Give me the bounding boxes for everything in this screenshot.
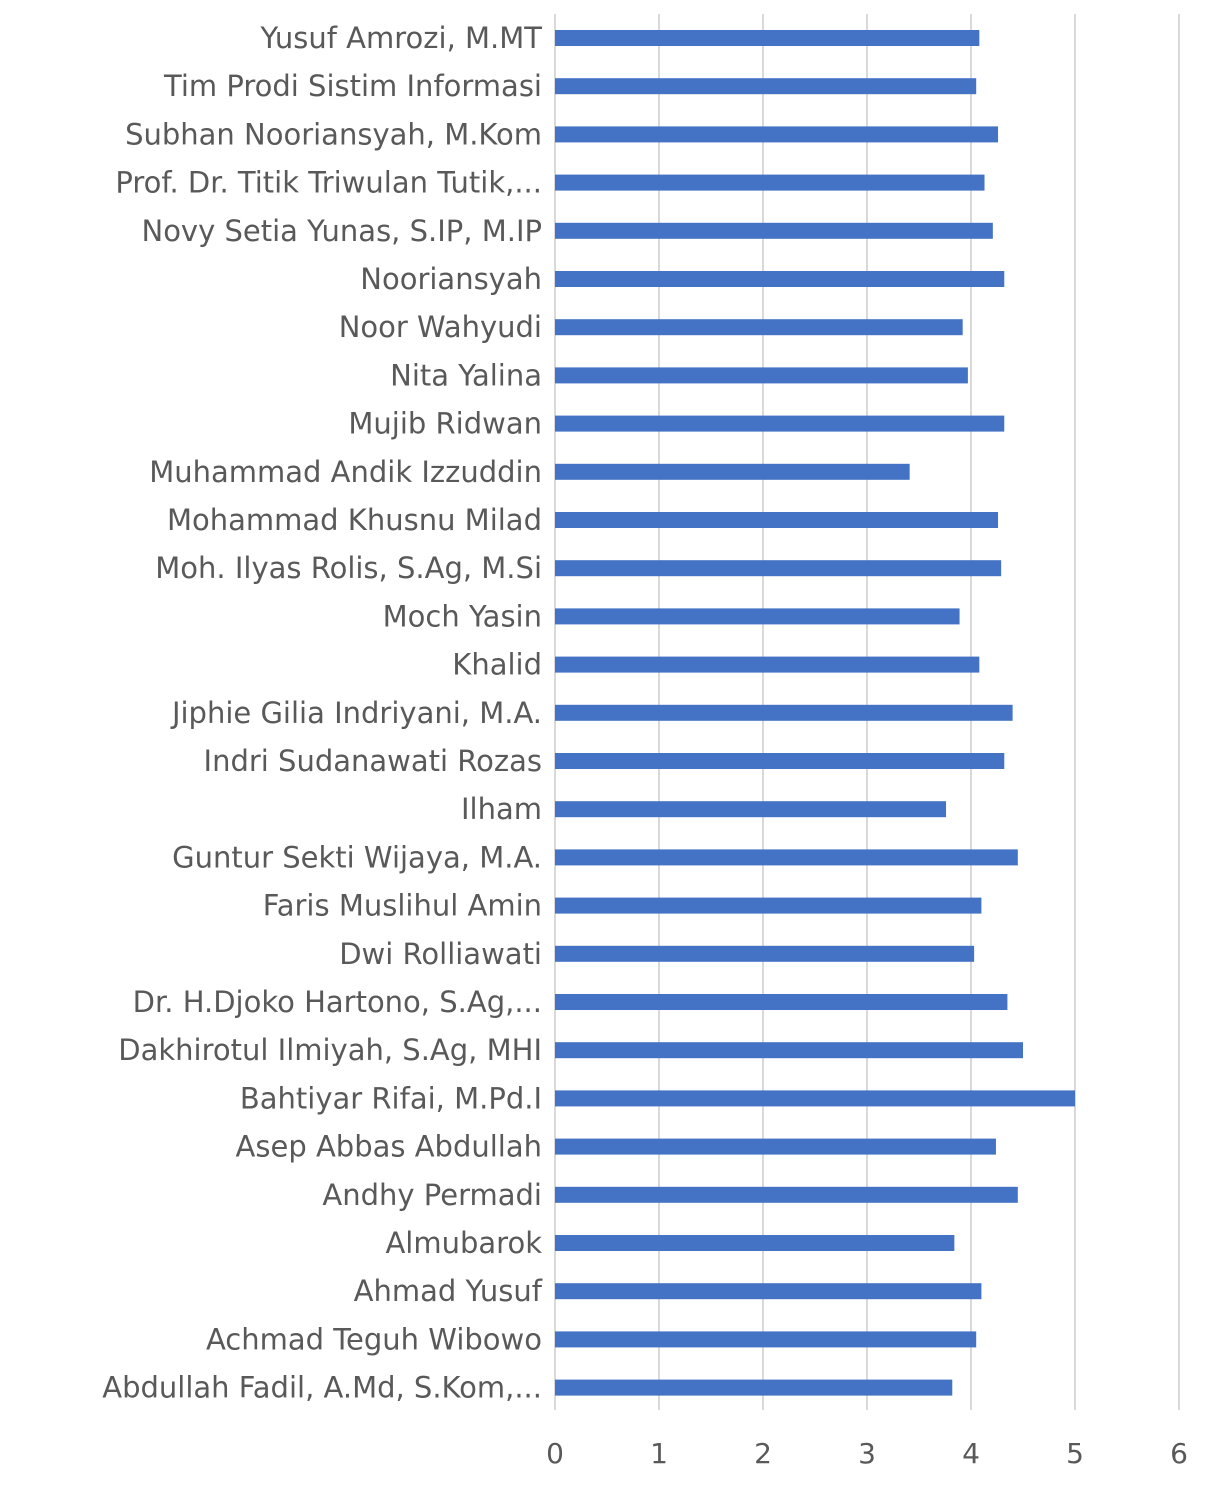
category-label: Novy Setia Yunas, S.IP, M.IP (142, 214, 543, 248)
bar (555, 78, 977, 95)
category-label: Achmad Teguh Wibowo (206, 1322, 542, 1356)
category-label: Ilham (461, 792, 542, 826)
category-label: Subhan Nooriansyah, M.Kom (125, 117, 542, 151)
bar (555, 1186, 1018, 1203)
bar (555, 174, 985, 191)
bar (555, 271, 1005, 287)
category-label: Prof. Dr. Titik Triwulan Tutik,... (115, 166, 542, 200)
category-label: Noor Wahyudi (339, 310, 542, 344)
bar (555, 608, 960, 625)
category-label: Moh. Ilyas Rolis, S.Ag, M.Si (155, 551, 542, 585)
bar (555, 222, 993, 239)
x-tick-label: 2 (754, 1437, 772, 1470)
category-label: Abdullah Fadil, A.Md, S.Kom,... (102, 1371, 542, 1405)
category-label: Bahtiyar Rifai, M.Pd.I (240, 1081, 542, 1115)
bar (555, 656, 980, 673)
x-tick-label: 3 (858, 1437, 876, 1470)
category-label: Ahmad Yusuf (354, 1274, 543, 1308)
bar (555, 319, 963, 336)
category-label: Dakhirotul Ilmiyah, S.Ag, MHI (118, 1033, 542, 1067)
category-label: Muhammad Andik Izzuddin (149, 455, 542, 489)
bar (555, 897, 982, 914)
category-label: Mujib Ridwan (348, 407, 542, 441)
category-labels: Yusuf Amrozi, M.MT Tim Prodi Sistim Infor… (102, 21, 543, 1405)
bar (555, 1042, 1023, 1059)
category-label: Jiphie Gilia Indriyani, M.A. (170, 696, 542, 730)
bar (555, 1283, 982, 1300)
bar (555, 463, 910, 480)
category-label: Yusuf Amrozi, M.MT (260, 21, 543, 55)
category-label: Asep Abbas Abdullah (236, 1130, 542, 1164)
x-tick-label: 5 (1066, 1437, 1084, 1470)
x-tick-label: 1 (650, 1437, 668, 1470)
bar (555, 1331, 977, 1348)
category-label: Andhy Permadi (322, 1178, 542, 1212)
category-label: Tim Prodi Sistim Informasi (163, 69, 542, 103)
bar (555, 994, 1008, 1010)
category-label: Dwi Rolliawati (339, 937, 542, 971)
bar (555, 415, 1005, 432)
category-label: Indri Sudanawati Rozas (204, 744, 542, 778)
bar (555, 1138, 996, 1155)
bar (555, 945, 975, 962)
bar (555, 1379, 953, 1396)
bar (555, 512, 999, 528)
bar (555, 30, 980, 46)
category-label: Nita Yalina (390, 358, 542, 392)
bar (555, 704, 1013, 721)
category-label: Dr. H.Djoko Hartono, S.Ag,... (133, 985, 542, 1019)
bars (555, 30, 1075, 1396)
bar (555, 126, 999, 143)
bar (555, 560, 1002, 577)
category-label: Guntur Sekti Wijaya, M.A. (172, 840, 542, 874)
category-label: Almubarok (385, 1226, 542, 1260)
bar (555, 753, 1005, 769)
bar (555, 801, 947, 818)
x-tick-label: 4 (962, 1437, 980, 1470)
x-tick-label: 0 (546, 1437, 564, 1470)
bar (555, 849, 1018, 866)
x-tick-label: 6 (1170, 1437, 1188, 1470)
category-label: Khalid (452, 648, 542, 682)
bar (555, 1235, 955, 1251)
bar (555, 1090, 1075, 1107)
bar (555, 367, 968, 384)
category-label: Faris Muslihul Amin (263, 889, 542, 923)
category-label: Nooriansyah (360, 262, 542, 296)
category-label: Mohammad Khusnu Milad (167, 503, 542, 537)
category-label: Moch Yasin (383, 599, 542, 633)
x-axis-tick-labels: 0 1 2 3 4 5 6 (546, 1437, 1188, 1470)
